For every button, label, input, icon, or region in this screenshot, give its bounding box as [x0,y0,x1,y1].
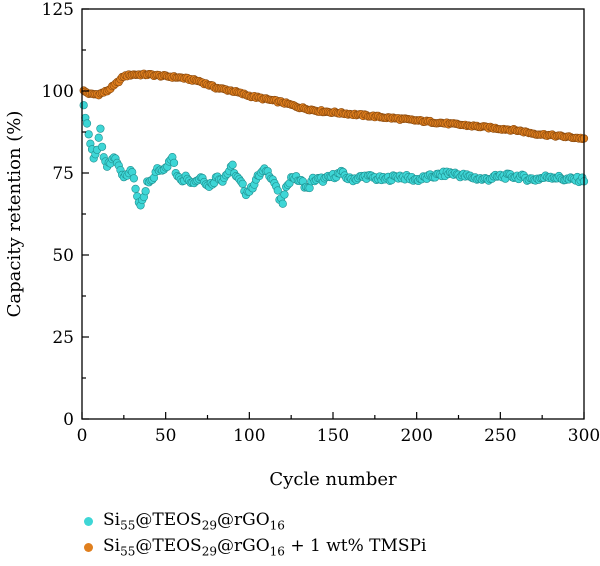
x-tick-label: 300 [568,426,600,446]
data-point [129,174,138,183]
x-tick-label: 200 [400,426,432,446]
data-point [141,187,150,196]
legend: Si55@TEOS29@rGO16 Si55@TEOS29@rGO16 + 1 … [84,508,426,560]
data-point [238,179,247,188]
x-tick-label: 100 [233,426,265,446]
y-tick-label: 50 [52,246,74,266]
data-point [169,158,179,167]
data-point [273,186,282,195]
x-tick-label: 0 [77,426,88,446]
data-point [79,101,88,110]
y-tick-label: 125 [42,0,74,20]
x-tick-label: 50 [155,426,177,446]
data-point [305,183,314,193]
x-tick-label: 250 [484,426,516,446]
data-point [84,130,93,139]
data-point [94,133,103,142]
data-point [228,160,237,169]
plot-points [79,69,589,210]
y-tick-label: 75 [52,164,74,184]
data-point [131,184,140,193]
y-tick-label: 0 [63,410,74,430]
data-point [280,190,289,199]
axis-ticks: 0 50 100 150 200 250 300 0 25 50 75 100 125 [42,0,600,446]
y-tick-label: 25 [52,328,74,348]
legend-item-series-2: Si55@TEOS29@rGO16 + 1 wt% TMSPi [84,534,426,560]
x-tick-label: 150 [317,426,349,446]
data-point [278,199,287,208]
series-2 [79,69,589,144]
data-point [97,142,107,151]
plot-frame [81,8,585,420]
x-axis-title: Cycle number [269,469,397,490]
y-axis-title: Capacity retention (%) [4,111,25,318]
data-point [82,119,92,128]
legend-item-series-1: Si55@TEOS29@rGO16 [84,508,426,534]
legend-label-series-1: Si55@TEOS29@rGO16 [103,509,285,533]
series-1 [79,101,589,210]
data-point [96,124,105,133]
legend-marker-series-2 [84,542,93,552]
legend-marker-series-1 [84,516,93,526]
y-tick-label: 100 [42,82,74,102]
legend-label-series-2: Si55@TEOS29@rGO16 + 1 wt% TMSPi [103,535,427,559]
